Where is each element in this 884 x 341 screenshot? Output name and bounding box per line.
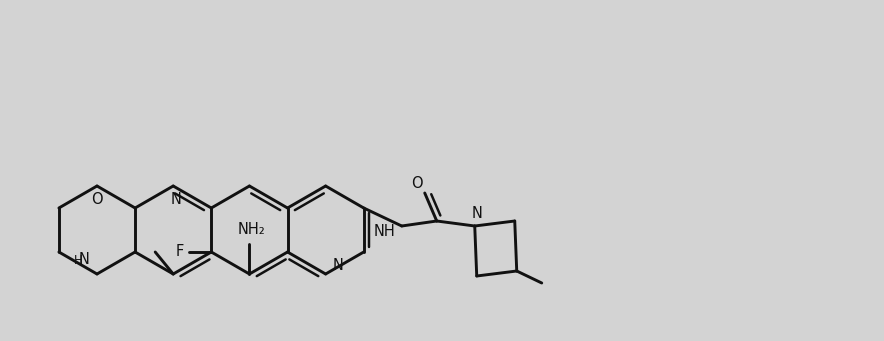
Text: H: H [74,253,83,267]
Text: O: O [411,176,423,191]
Text: NH₂: NH₂ [238,222,265,237]
Text: O: O [91,193,103,208]
Text: N: N [80,252,90,267]
Text: N: N [332,258,343,273]
Text: F: F [175,244,184,260]
Text: N: N [471,207,482,222]
Text: NH: NH [374,223,396,238]
Text: N: N [171,193,181,208]
